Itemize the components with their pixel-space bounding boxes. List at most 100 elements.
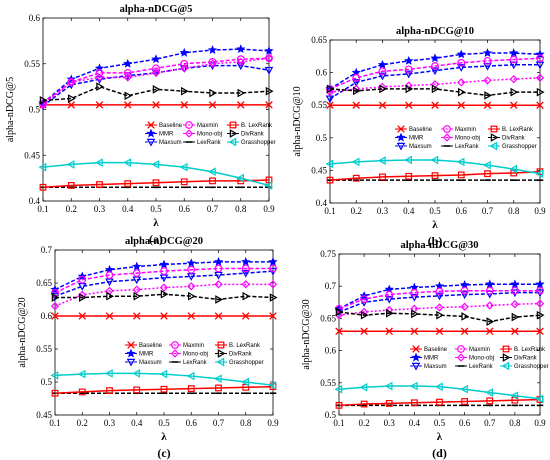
data-point-mono-obj <box>159 283 169 292</box>
data-point-grasshopper <box>104 369 113 378</box>
x-axis-label: λ <box>432 219 438 231</box>
series-line-mono-obj <box>54 283 273 307</box>
legend-marker <box>228 137 237 147</box>
data-point-grasshopper <box>94 158 103 167</box>
legend-item-maxmin: Maxmin <box>455 345 490 353</box>
data-point-maxsum <box>105 278 114 287</box>
data-point-b-lexrank <box>67 182 75 189</box>
data-point-b-lexrank <box>96 181 103 188</box>
legend-label: Maxsum <box>424 364 447 370</box>
data-point-mmr <box>213 256 224 266</box>
data-point-divrank <box>79 293 87 302</box>
x-tick-label: 0.2 <box>359 418 370 428</box>
data-point-divrank <box>379 84 388 94</box>
data-point-grasshopper <box>268 380 277 390</box>
x-tick-label: 0.7 <box>484 418 496 428</box>
data-point-mono-obj <box>535 73 545 82</box>
series-line-divrank <box>338 311 541 323</box>
data-point-divrank <box>215 295 224 304</box>
x-tick-label: 0.9 <box>263 204 275 214</box>
data-point-baseline <box>431 101 439 109</box>
legend-item-b-lexrank: B. LexRank <box>488 125 534 133</box>
data-point-divrank <box>96 82 105 91</box>
data-point-baseline <box>509 101 518 109</box>
data-point-grasshopper <box>359 382 368 392</box>
data-point-mmr <box>159 259 169 269</box>
data-point-baseline <box>360 327 368 336</box>
data-point-grasshopper <box>132 369 140 378</box>
x-tick-label: 0.1 <box>37 204 48 214</box>
legend: Baseline Maxmin B. LexRank MMR Mono-obj DivRa… <box>410 345 549 371</box>
legend-item-grasshopper: Grasshopper <box>500 361 549 371</box>
data-point-divrank <box>209 88 218 98</box>
data-point-maxmin <box>352 73 361 82</box>
legend-item-grasshopper: Grasshopper <box>227 137 276 147</box>
data-point-maxsum <box>214 271 223 280</box>
legend-label: B. LexRank <box>241 123 273 129</box>
x-tick-label: 0.4 <box>131 418 143 428</box>
data-point-baseline <box>385 327 394 336</box>
legend-item-grasshopper: Grasshopper <box>215 357 264 367</box>
data-point-grasshopper <box>179 162 188 172</box>
data-point-grasshopper <box>456 157 465 167</box>
data-point-mono-obj <box>50 301 60 311</box>
legend-marker <box>502 345 510 353</box>
legend-label: MMR <box>409 136 424 142</box>
legend-marker <box>396 142 406 151</box>
series-divrank <box>51 289 278 304</box>
data-point-mono-obj <box>241 280 250 289</box>
legend-label: Baseline <box>424 347 448 353</box>
plot-area-frame <box>338 253 541 416</box>
y-tick-label: 0.7 <box>41 245 53 255</box>
data-point-divrank <box>353 86 361 96</box>
data-point-maxmin <box>269 264 277 273</box>
legend-item-mmr: MMR <box>395 132 424 142</box>
y-tick-label: 0.65 <box>311 35 327 45</box>
x-tick-label: 0.8 <box>235 204 247 214</box>
data-point-b-lexrank <box>360 400 368 408</box>
data-point-maxmin <box>485 286 494 295</box>
legend-label: Grasshopper <box>229 360 264 366</box>
legend-label: DivRank <box>514 356 538 362</box>
x-tick-label: 0.9 <box>534 206 546 216</box>
data-point-baseline <box>352 101 361 109</box>
data-point-mmr <box>236 44 246 54</box>
legend: Baseline Maxmin B. LexRank MMR Mono-obj DivRa… <box>125 341 264 367</box>
data-point-baseline <box>404 101 413 109</box>
data-point-maxmin <box>510 286 519 295</box>
legend-item-maxmin: Maxmin <box>169 341 204 349</box>
data-point-grasshopper <box>186 371 195 381</box>
data-point-maxmin <box>208 58 217 66</box>
data-point-baseline <box>208 101 217 109</box>
data-point-divrank <box>326 84 335 94</box>
series-line-grasshopper <box>54 372 274 387</box>
data-point-maxsum <box>351 79 361 87</box>
data-point-baseline <box>511 327 519 336</box>
data-point-baseline <box>485 327 494 336</box>
series-divrank <box>335 307 545 326</box>
data-point-maxsum <box>435 292 444 301</box>
data-point-baseline <box>67 101 76 109</box>
y-tick-label: 0.55 <box>311 100 327 110</box>
data-point-maxmin <box>236 55 245 64</box>
x-tick-label: 0.2 <box>351 206 362 216</box>
data-point-maxsum <box>456 64 466 72</box>
y-tick-label: 0.5 <box>29 105 41 115</box>
data-point-grasshopper <box>434 382 443 391</box>
data-point-maxmin <box>180 59 189 68</box>
y-tick-label: 0.55 <box>36 344 52 354</box>
data-point-mmr <box>482 48 493 57</box>
data-point-maxmin <box>536 286 544 295</box>
data-point-mmr <box>151 54 161 64</box>
data-point-maxsum <box>264 66 274 75</box>
legend-label: Maxmin <box>469 347 490 353</box>
legend-item-divrank: DivRank <box>500 353 538 362</box>
legend-marker <box>127 341 135 349</box>
series-b-lexrank <box>326 168 544 184</box>
data-point-divrank <box>484 91 493 100</box>
series-line-maxsum <box>54 270 274 297</box>
data-point-grasshopper <box>264 181 273 190</box>
data-point-b-lexrank <box>78 388 86 396</box>
x-tick-label: 0.3 <box>94 204 106 214</box>
data-point-grasshopper <box>535 394 544 404</box>
